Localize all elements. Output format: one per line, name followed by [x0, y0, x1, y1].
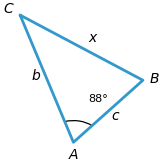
Text: A: A [69, 148, 78, 162]
Text: b: b [32, 69, 41, 83]
Text: C: C [4, 2, 14, 16]
Text: c: c [112, 109, 119, 123]
Text: x: x [89, 31, 97, 45]
Text: 88°: 88° [88, 94, 108, 104]
Text: B: B [149, 72, 159, 86]
